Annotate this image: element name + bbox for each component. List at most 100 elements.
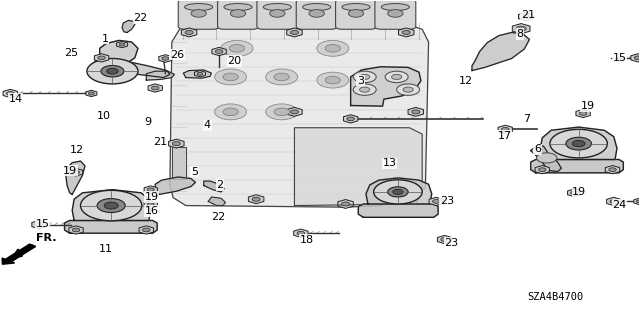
Text: 22: 22 <box>134 13 148 23</box>
Circle shape <box>360 87 370 92</box>
Circle shape <box>221 41 253 56</box>
FancyBboxPatch shape <box>178 0 219 29</box>
Circle shape <box>347 117 355 121</box>
Circle shape <box>252 197 260 201</box>
Polygon shape <box>66 161 85 195</box>
Text: 11: 11 <box>99 244 113 254</box>
Circle shape <box>538 168 546 172</box>
Circle shape <box>388 10 403 17</box>
Circle shape <box>566 137 591 150</box>
FancyArrow shape <box>2 244 36 264</box>
Circle shape <box>309 10 324 17</box>
Text: SZA4B4700: SZA4B4700 <box>527 292 583 302</box>
Text: 15: 15 <box>612 53 627 63</box>
Polygon shape <box>512 24 530 34</box>
Polygon shape <box>366 178 432 204</box>
Polygon shape <box>287 28 302 37</box>
Circle shape <box>162 57 169 60</box>
Polygon shape <box>3 89 17 98</box>
Circle shape <box>342 202 349 206</box>
Circle shape <box>325 45 340 52</box>
Circle shape <box>274 108 289 116</box>
Polygon shape <box>69 168 83 176</box>
Polygon shape <box>144 201 157 208</box>
Polygon shape <box>148 84 163 92</box>
Polygon shape <box>498 125 513 133</box>
Ellipse shape <box>342 4 370 11</box>
Circle shape <box>317 72 349 88</box>
Text: 23: 23 <box>445 238 459 248</box>
Polygon shape <box>531 145 561 172</box>
Circle shape <box>385 71 408 83</box>
Polygon shape <box>568 189 581 197</box>
Circle shape <box>97 198 125 212</box>
Circle shape <box>353 84 376 95</box>
Polygon shape <box>116 41 127 48</box>
FancyBboxPatch shape <box>335 0 376 29</box>
Circle shape <box>72 228 80 232</box>
Polygon shape <box>344 115 358 123</box>
Circle shape <box>87 58 138 84</box>
Circle shape <box>634 56 640 60</box>
Polygon shape <box>172 147 186 179</box>
Circle shape <box>579 112 587 115</box>
Polygon shape <box>139 226 154 234</box>
Circle shape <box>35 223 43 226</box>
Circle shape <box>516 26 526 31</box>
Ellipse shape <box>303 4 331 11</box>
Polygon shape <box>144 186 157 194</box>
Text: 16: 16 <box>145 206 158 216</box>
Text: 14: 14 <box>8 94 22 104</box>
Text: 1: 1 <box>102 34 109 44</box>
Text: 21: 21 <box>153 137 167 147</box>
Circle shape <box>536 153 557 163</box>
Circle shape <box>266 104 298 120</box>
Polygon shape <box>294 229 308 237</box>
Text: 12: 12 <box>70 145 84 155</box>
Circle shape <box>185 30 193 34</box>
Circle shape <box>433 200 440 203</box>
Polygon shape <box>170 13 429 207</box>
Polygon shape <box>576 109 590 118</box>
Circle shape <box>610 200 618 203</box>
Polygon shape <box>518 12 533 21</box>
Polygon shape <box>86 90 97 97</box>
Circle shape <box>223 108 238 116</box>
Circle shape <box>291 30 298 34</box>
Circle shape <box>402 30 410 34</box>
FancyBboxPatch shape <box>257 0 298 29</box>
Circle shape <box>214 69 246 85</box>
Text: 9: 9 <box>145 117 152 127</box>
Text: 24: 24 <box>612 200 627 210</box>
Circle shape <box>291 110 298 114</box>
Polygon shape <box>535 166 549 174</box>
Polygon shape <box>147 71 174 80</box>
Text: 18: 18 <box>300 234 314 245</box>
Polygon shape <box>358 204 438 217</box>
FancyBboxPatch shape <box>218 0 259 29</box>
Circle shape <box>216 50 223 53</box>
Circle shape <box>191 10 206 17</box>
Polygon shape <box>72 190 151 220</box>
Ellipse shape <box>263 4 291 11</box>
Circle shape <box>325 76 340 84</box>
Polygon shape <box>208 197 225 205</box>
Circle shape <box>516 26 526 31</box>
Polygon shape <box>437 235 452 244</box>
Text: 6: 6 <box>534 144 541 154</box>
Circle shape <box>522 15 529 19</box>
Circle shape <box>72 170 79 174</box>
Text: 7: 7 <box>523 114 530 124</box>
Ellipse shape <box>224 4 252 11</box>
Circle shape <box>441 238 448 241</box>
Polygon shape <box>634 198 640 204</box>
Polygon shape <box>540 127 617 160</box>
Circle shape <box>393 189 403 195</box>
Circle shape <box>6 92 14 95</box>
Circle shape <box>152 86 159 90</box>
Text: 19: 19 <box>63 166 77 176</box>
Polygon shape <box>32 220 46 229</box>
Polygon shape <box>95 54 109 62</box>
Circle shape <box>229 45 244 52</box>
Polygon shape <box>408 108 424 116</box>
